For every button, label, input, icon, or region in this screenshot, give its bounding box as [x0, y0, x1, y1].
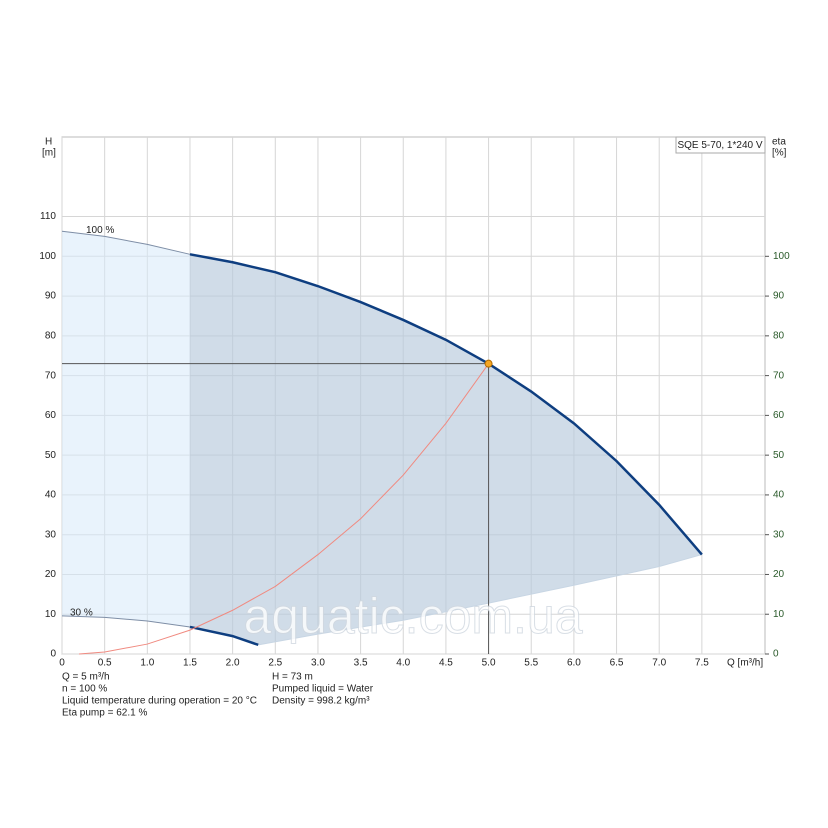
y2-tick-label: 0: [773, 649, 779, 660]
x-tick-label: 7.5: [695, 658, 709, 669]
x-tick-label: 4.5: [439, 658, 453, 669]
info-text: Eta pump = 62.1 %: [62, 708, 147, 719]
x-tick-label: 6.0: [567, 658, 581, 669]
operating-range-area: [189, 254, 702, 645]
y2-tick-label: 70: [773, 370, 785, 381]
series-label: 30 %: [70, 607, 93, 618]
y2-axis-unit: [%]: [772, 148, 787, 159]
x-tick-label: 3.0: [311, 658, 325, 669]
y-tick-label: 30: [45, 529, 57, 540]
info-text: H = 73 m: [272, 672, 313, 683]
y2-tick-label: 10: [773, 609, 785, 620]
y2-tick-label: 40: [773, 490, 785, 501]
y-tick-label: 50: [45, 450, 57, 461]
x-tick-label: 0: [59, 658, 65, 669]
y-tick-label: 80: [45, 330, 57, 341]
y-tick-label: 0: [50, 649, 56, 660]
light-range-area: [62, 231, 190, 627]
y-tick-label: 20: [45, 569, 57, 580]
y2-tick-label: 80: [773, 330, 785, 341]
y-tick-label: 90: [45, 291, 57, 302]
duty-point: [484, 359, 493, 368]
y-axis-unit: [m]: [42, 148, 56, 159]
x-tick-label: 1.5: [183, 658, 197, 669]
curve-thin: [61, 230, 191, 255]
y2-tick-label: 30: [773, 529, 785, 540]
x-tick-label: 5.0: [482, 658, 496, 669]
info-text: Q = 5 m³/h: [62, 672, 110, 683]
text-layer: H [m] eta [%] Q [m³/h] SQE 5-70, 1*240 V…: [39, 136, 790, 719]
info-text: Liquid temperature during operation = 20…: [62, 696, 257, 707]
y-tick-label: 60: [45, 410, 57, 421]
x-tick-label: 0.5: [98, 658, 112, 669]
info-text: Density = 998.2 kg/m³: [272, 696, 370, 707]
y2-tick-label: 100: [773, 251, 790, 262]
info-text: Pumped liquid = Water: [272, 684, 374, 695]
line-layer: [61, 230, 703, 655]
y-tick-label: 10: [45, 609, 57, 620]
info-text: n = 100 %: [62, 684, 107, 695]
area-layer: [62, 231, 702, 645]
x-tick-label: 5.5: [524, 658, 538, 669]
curve-thin: [61, 615, 191, 628]
x-tick-label: 3.5: [354, 658, 368, 669]
x-tick-label: 6.5: [610, 658, 624, 669]
x-tick-label: 2.0: [226, 658, 240, 669]
y2-tick-label: 20: [773, 569, 785, 580]
x-tick-label: 7.0: [652, 658, 666, 669]
y-tick-label: 110: [40, 211, 56, 222]
y2-tick-label: 50: [773, 450, 785, 461]
y-tick-label: 100: [39, 251, 56, 262]
x-axis-label: Q [m³/h]: [727, 658, 763, 669]
y2-axis-label: eta: [772, 137, 786, 148]
curve-thick: [189, 253, 703, 556]
watermark: aquatic.com.ua: [243, 588, 582, 644]
curve-thick: [189, 625, 259, 647]
y-tick-label: 40: [45, 490, 57, 501]
y-tick-label: 70: [45, 370, 57, 381]
series-label: 100 %: [86, 225, 114, 236]
y2-tick-label: 60: [773, 410, 785, 421]
legend-box: [675, 136, 766, 154]
x-tick-label: 4.0: [396, 658, 410, 669]
system-curve: [79, 363, 489, 655]
legend-title: SQE 5-70, 1*240 V: [677, 140, 762, 151]
x-tick-label: 2.5: [268, 658, 282, 669]
y2-tick-label: 90: [773, 291, 785, 302]
x-tick-label: 1.0: [140, 658, 154, 669]
y-axis-label: H: [45, 137, 52, 148]
